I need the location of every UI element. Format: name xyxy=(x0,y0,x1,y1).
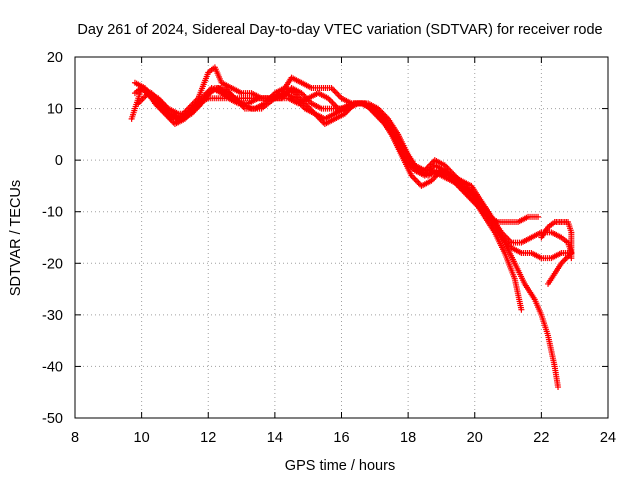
data-point xyxy=(329,86,336,93)
data-point xyxy=(412,177,419,184)
chart-title: Day 261 of 2024, Sidereal Day-to-day VTE… xyxy=(77,22,602,38)
x-tick-label: 14 xyxy=(267,430,283,446)
series-track-5 xyxy=(155,64,575,287)
x-tick-label: 20 xyxy=(467,430,483,446)
y-axis-label: SDTVAR / TECUs xyxy=(8,180,24,296)
axis-tick-labels: 8 10 12 14 16 18 20 22 24 -50 -40 -30 -20 -10 0 10 20 xyxy=(42,50,616,446)
y-tick-label: 20 xyxy=(47,50,63,66)
data-point xyxy=(555,384,562,391)
y-tick-label: -10 xyxy=(42,205,63,221)
data-point xyxy=(334,90,341,97)
x-tick-label: 22 xyxy=(533,430,549,446)
y-tick-label: -20 xyxy=(42,256,63,272)
data-point xyxy=(332,89,339,96)
data-point xyxy=(331,87,338,94)
x-tick-label: 12 xyxy=(200,430,216,446)
data-point xyxy=(335,92,342,99)
data-point xyxy=(535,213,542,220)
data-point xyxy=(329,99,336,106)
x-tick-label: 18 xyxy=(400,430,416,446)
y-tick-label: -40 xyxy=(42,359,63,375)
data-point xyxy=(545,280,552,287)
data-point xyxy=(518,306,525,313)
series-track-6 xyxy=(538,219,575,262)
data-point xyxy=(414,178,421,185)
data-point xyxy=(562,255,569,262)
x-tick-label: 8 xyxy=(71,430,79,446)
series-track-1 xyxy=(131,84,525,313)
data-point xyxy=(333,104,340,111)
y-tick-label: -30 xyxy=(42,308,63,324)
data-point xyxy=(568,255,575,262)
axis-ticks xyxy=(74,56,609,419)
data-point xyxy=(561,257,568,264)
x-tick-label: 10 xyxy=(134,430,150,446)
data-point xyxy=(411,175,418,182)
data-point xyxy=(328,98,335,105)
grid-lines xyxy=(75,57,608,418)
x-tick-label: 24 xyxy=(600,430,616,446)
y-tick-label: 0 xyxy=(55,153,63,169)
y-tick-label: -50 xyxy=(42,411,63,427)
x-tick-label: 16 xyxy=(333,430,349,446)
x-axis-label: GPS time / hours xyxy=(285,458,395,474)
y-tick-label: 10 xyxy=(47,102,63,118)
data-series xyxy=(128,64,575,391)
data-point xyxy=(139,95,146,102)
